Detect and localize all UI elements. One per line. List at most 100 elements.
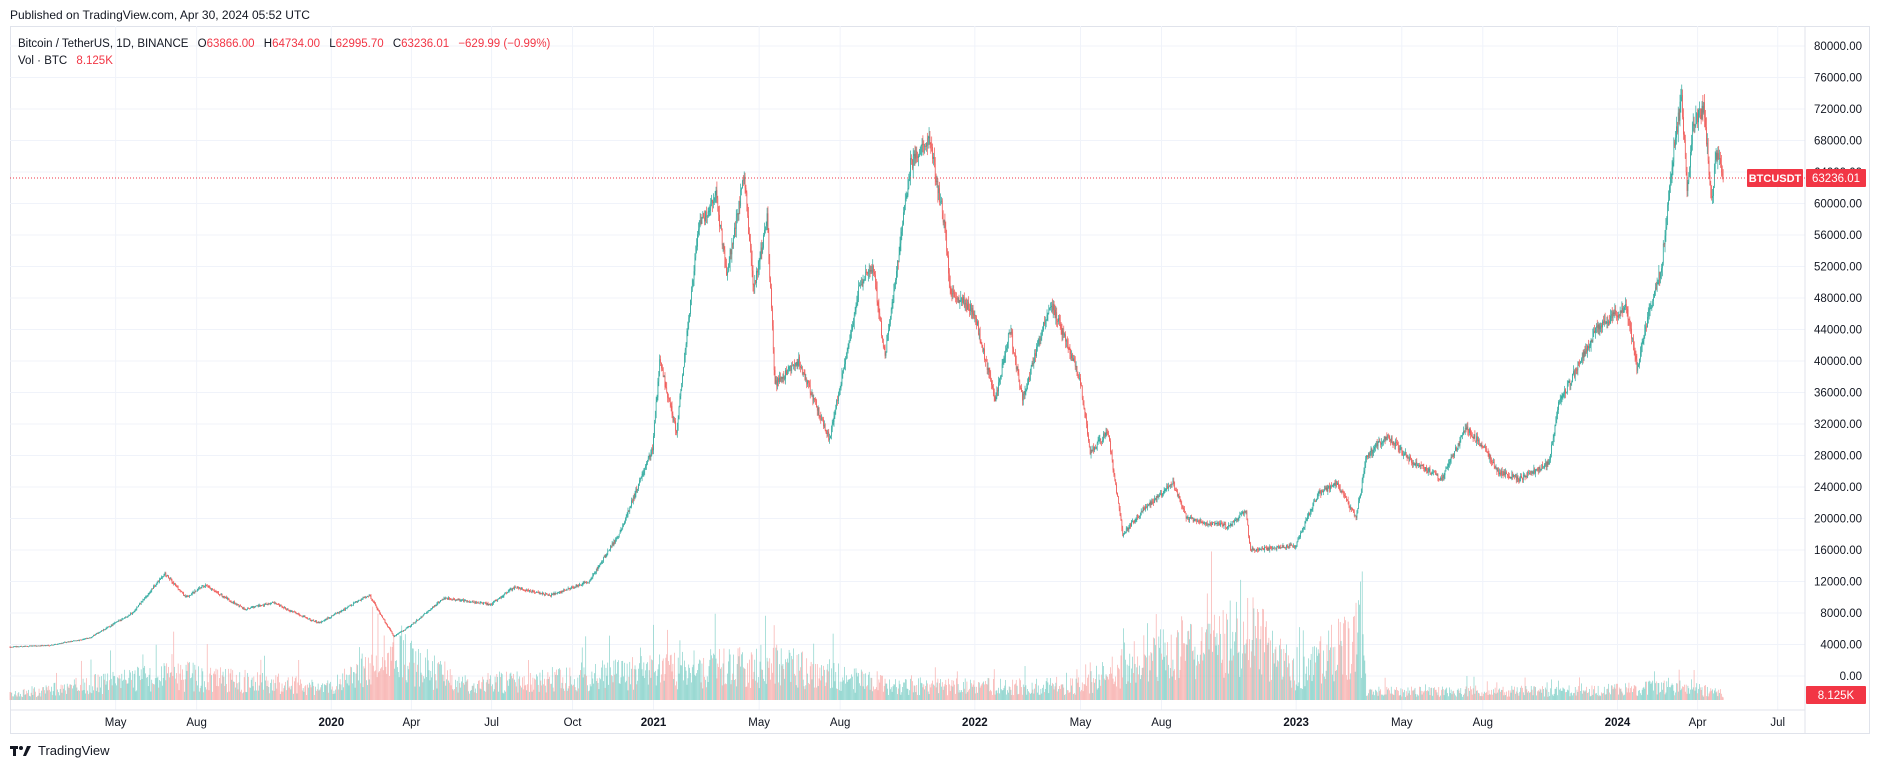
volume-bar <box>767 661 769 700</box>
volume-bar <box>1291 687 1293 700</box>
candle-body <box>515 587 517 589</box>
volume-bar <box>1423 692 1425 700</box>
candle-body <box>45 645 47 647</box>
volume-bar <box>148 674 150 700</box>
volume-bar <box>1183 643 1184 700</box>
volume-bar <box>1022 694 1023 700</box>
volume-bar <box>682 651 683 700</box>
volume-bar <box>1457 688 1459 700</box>
volume-bar <box>799 670 800 700</box>
volume-bar <box>337 674 338 700</box>
volume-bar <box>1643 686 1645 700</box>
candle <box>544 592 546 596</box>
candle <box>363 596 365 599</box>
volume-bar <box>924 689 925 700</box>
candle <box>668 393 669 403</box>
candle <box>419 618 420 621</box>
volume-bar <box>1245 643 1247 700</box>
volume-bar <box>31 686 33 700</box>
candle <box>122 617 124 620</box>
volume-bar <box>729 654 731 700</box>
candle-body <box>427 610 429 612</box>
candle <box>383 618 385 621</box>
candle <box>151 588 153 593</box>
candle-body <box>664 376 666 388</box>
candle-body <box>642 473 644 475</box>
volume-bar <box>601 667 602 700</box>
volume-bar <box>1604 694 1606 700</box>
volume-bar <box>1479 695 1481 700</box>
candle-body <box>438 602 440 603</box>
volume-bar <box>198 666 199 700</box>
candle <box>492 600 494 605</box>
candle <box>36 645 38 647</box>
candle-body <box>546 594 548 595</box>
candle <box>476 600 477 604</box>
volume-bar <box>1128 665 1130 700</box>
candle-body <box>203 585 205 587</box>
candle <box>808 380 809 389</box>
volume-bar <box>102 693 103 700</box>
candle <box>683 352 685 368</box>
volume-bar <box>439 664 440 700</box>
volume-bar <box>704 676 705 700</box>
candle-body <box>286 608 287 610</box>
candle-body <box>451 599 453 601</box>
candle-body <box>831 423 833 429</box>
chart-frame[interactable] <box>10 26 1870 734</box>
volume-bar <box>61 692 63 700</box>
candle-body <box>255 606 256 607</box>
candle-body <box>369 595 371 597</box>
candle <box>303 615 305 617</box>
volume-bar <box>688 664 690 700</box>
volume-bar <box>1690 689 1691 700</box>
volume-bar <box>177 663 179 700</box>
volume-bar <box>1237 653 1239 700</box>
volume-bar <box>1046 677 1048 700</box>
volume-bar <box>1593 689 1595 700</box>
candle <box>872 259 874 281</box>
volume-bar <box>1541 692 1543 700</box>
candle <box>588 582 589 584</box>
volume-bar <box>1645 681 1646 700</box>
volume-bar <box>1075 678 1077 700</box>
candle <box>573 585 574 590</box>
volume-bar <box>658 664 660 700</box>
volume-bar <box>741 654 742 700</box>
candle-body <box>271 602 272 604</box>
volume-bar <box>901 692 903 700</box>
candle-body <box>847 347 849 351</box>
candle <box>818 407 820 419</box>
candle <box>50 645 51 647</box>
candle-body <box>95 633 97 635</box>
volume-bar <box>1227 619 1228 700</box>
volume-bar <box>1328 630 1330 700</box>
volume-bar <box>354 687 356 700</box>
volume-bar <box>1662 682 1664 700</box>
candle <box>428 610 430 612</box>
candle-body <box>845 357 847 359</box>
candle-body <box>849 334 851 343</box>
candle-body <box>661 368 663 370</box>
volume-bar <box>126 683 128 700</box>
volume-bar <box>1703 696 1705 700</box>
candle-body <box>443 597 445 600</box>
candle-body <box>169 578 171 580</box>
volume-bar <box>1713 693 1714 700</box>
candle-body <box>870 269 872 272</box>
volume-bar <box>966 681 968 700</box>
candle-body <box>822 418 823 420</box>
volume-bar <box>103 679 105 700</box>
candle <box>268 602 270 605</box>
candle-body <box>880 320 881 322</box>
candle-body <box>461 600 462 601</box>
candle <box>654 419 655 438</box>
candle <box>655 396 657 419</box>
candle <box>190 593 192 596</box>
candle <box>855 302 857 315</box>
volume-bar <box>1331 674 1333 700</box>
volume-bar <box>752 679 754 700</box>
volume-bar <box>1505 695 1507 700</box>
candle-body <box>616 537 617 539</box>
